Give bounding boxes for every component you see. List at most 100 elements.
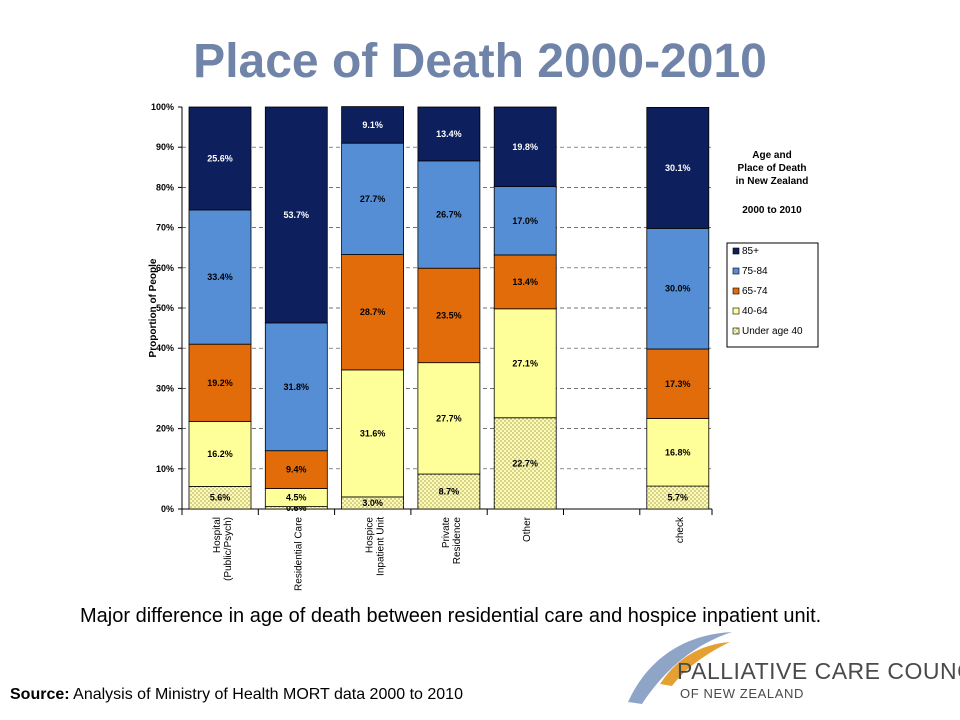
bar-segment	[188, 420, 252, 487]
data-label: 27.1%	[512, 358, 538, 368]
data-label: 9.1%	[362, 120, 383, 130]
y-tick-label: 80%	[156, 182, 174, 192]
legend-subtitle: 2000 to 2010	[742, 205, 802, 216]
slide-title: Place of Death 2000-2010	[193, 35, 767, 88]
bar-segment	[341, 369, 405, 498]
category-label-line: Inpatient Unit	[376, 517, 387, 576]
data-label: 17.3%	[665, 379, 691, 389]
legend-label: 40-64	[742, 306, 768, 317]
bar-segment	[646, 228, 710, 350]
category-label-line: Other	[522, 516, 533, 542]
y-tick-label: 90%	[156, 142, 174, 152]
legend-box	[726, 242, 819, 348]
bar-segment	[188, 209, 252, 345]
data-label: 9.4%	[286, 465, 307, 475]
data-label: 27.7%	[436, 413, 462, 423]
data-label: 25.6%	[207, 153, 233, 163]
y-axis-title: Proportion of People	[148, 258, 159, 357]
data-label: 13.4%	[512, 277, 538, 287]
bar-segment	[417, 160, 481, 269]
stacked-bar-chart: 0% 10% 20% 30% 40% 50% 60% 70% 80% 90% 100% 5.6% 16…	[148, 102, 819, 591]
caption-text: Major difference in age of death between…	[80, 605, 822, 627]
bar-segment	[493, 417, 557, 510]
category-label-line: Private	[441, 517, 452, 549]
bar-segment	[188, 343, 252, 422]
logo-text-sub: OF NEW ZEALAND	[680, 686, 804, 701]
category-label: PrivateResidence	[441, 517, 463, 565]
bar-segment	[188, 106, 252, 211]
data-label: 17.0%	[512, 216, 538, 226]
bar-segment	[341, 106, 405, 144]
bar-segment	[417, 473, 481, 510]
y-tick-label: 60%	[156, 263, 174, 273]
bar-segment	[417, 362, 481, 475]
data-label: 30.1%	[665, 163, 691, 173]
data-label: 27.7%	[360, 194, 386, 204]
data-label: 53.7%	[284, 210, 310, 220]
y-tick-label: 30%	[156, 383, 174, 393]
data-label: 5.6%	[210, 493, 231, 503]
bar-segment	[264, 322, 328, 452]
bar-segment	[646, 348, 710, 419]
source-note: Source: Analysis of Ministry of Health M…	[10, 686, 463, 704]
category-label: Residential Care	[293, 517, 304, 591]
data-label: 16.8%	[665, 447, 691, 457]
category-label-line: Residence	[452, 517, 463, 565]
bar-segment	[264, 106, 328, 324]
bar-segment	[493, 308, 557, 419]
category-label-line: (Public/Psych)	[223, 517, 234, 581]
data-label: 31.6%	[360, 428, 386, 438]
legend-label: Under age 40	[742, 326, 803, 337]
y-tick-label: 100%	[151, 102, 174, 112]
category-label: check	[675, 516, 686, 543]
y-tick-label: 20%	[156, 424, 174, 434]
category-label-line: Hospital	[212, 517, 223, 553]
category-label: Hospital(Public/Psych)	[212, 517, 234, 581]
bar-segment	[646, 107, 710, 229]
data-label: 5.7%	[668, 493, 689, 503]
data-label: 8.7%	[439, 487, 460, 497]
y-tick-label: 40%	[156, 343, 174, 353]
data-label: 0.6%	[286, 503, 307, 513]
data-label: 3.0%	[362, 498, 383, 508]
data-label: 16.2%	[207, 449, 233, 459]
data-label: 23.5%	[436, 310, 462, 320]
category-label: Other	[522, 516, 533, 542]
data-label: 22.7%	[512, 458, 538, 468]
legend-swatch	[732, 327, 740, 335]
legend: 85+ 75-84 65-74 40-64 Under age 40	[726, 242, 819, 348]
data-label: 4.5%	[286, 493, 307, 503]
bar-segment	[341, 254, 405, 371]
logo-text-main: PALLIATIVE CARE COUNCIL	[677, 658, 960, 684]
legend-swatch	[732, 307, 740, 315]
y-tick-label: 0%	[161, 504, 174, 514]
bars: 5.6% 16.2% 19.2% 33.4% 25.6% 0.6%4.5% 9.4% 31.8…	[188, 106, 710, 513]
legend-title-line: Place of Death	[738, 163, 807, 174]
data-label: 19.2%	[207, 378, 233, 388]
legend-label: 75-84	[742, 266, 768, 277]
data-label: 19.8%	[512, 142, 538, 152]
y-tick-label: 50%	[156, 303, 174, 313]
data-label: 33.4%	[207, 272, 233, 282]
legend-label: 85+	[742, 246, 759, 257]
legend-title-line: in New Zealand	[736, 176, 809, 187]
category-label-line: Residential Care	[293, 517, 304, 591]
legend-title: Age and Place of Death in New Zealand 2000 …	[736, 150, 809, 216]
logo-swoosh-blue	[628, 632, 732, 704]
bar-segment	[646, 418, 710, 487]
bar-segment	[417, 267, 481, 364]
logo-swoosh-orange	[660, 642, 730, 686]
legend-swatch	[732, 287, 740, 295]
data-label: 28.7%	[360, 307, 386, 317]
legend-title-line: Age and	[752, 150, 791, 161]
data-label: 13.4%	[436, 129, 462, 139]
legend-label: 65-74	[742, 286, 768, 297]
source-label: Source:	[10, 686, 70, 703]
gridlines	[182, 146, 712, 470]
bar-segment	[493, 186, 557, 256]
category-label: HospiceInpatient Unit	[365, 517, 387, 576]
y-tick-label: 70%	[156, 223, 174, 233]
source-text: Analysis of Ministry of Health MORT data…	[69, 686, 463, 703]
category-label-line: check	[675, 516, 686, 543]
data-label: 26.7%	[436, 210, 462, 220]
